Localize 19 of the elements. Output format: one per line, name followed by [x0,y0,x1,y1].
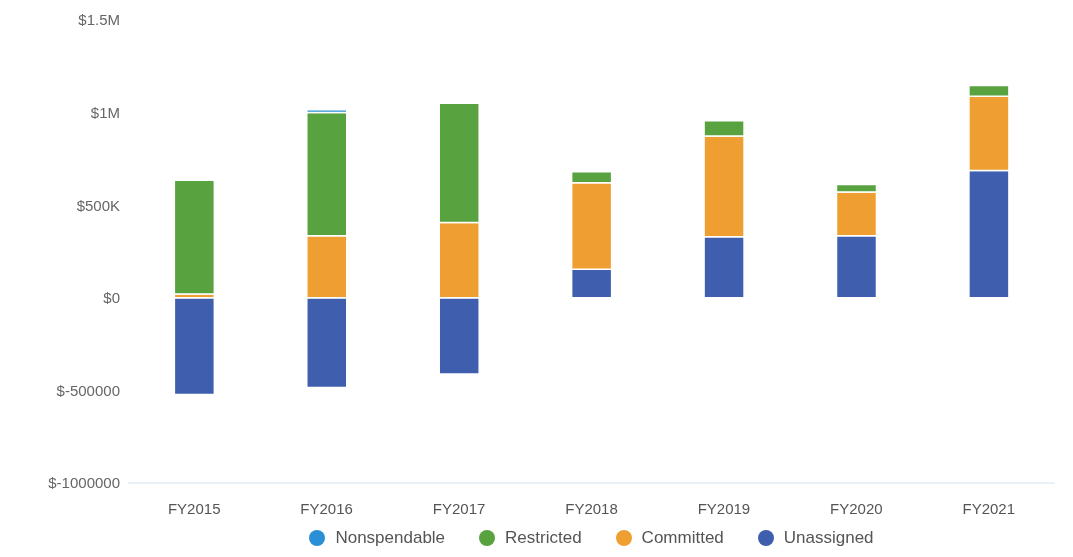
x-tick-label: FY2019 [697,499,751,517]
x-tick-label: FY2021 [962,499,1016,517]
y-tick-label: $-1000000 [48,474,120,492]
legend-label: Restricted [505,528,582,548]
bar [173,297,216,396]
legend-label: Nonspendable [335,528,446,548]
y-tick-label: $500K [76,196,120,214]
y-tick-label: $0 [103,289,120,307]
x-tick-label: FY2018 [565,499,618,517]
y-tick-label: $1.5M [78,11,120,29]
x-tick-label: FY2020 [830,499,883,517]
x-tick-label: FY2015 [167,499,221,517]
x-tick-label: FY2016 [300,499,353,517]
legend-label: Unassigned [783,528,874,548]
x-tick-label: FY2017 [432,499,486,517]
y-tick-label: $1M [90,103,120,121]
legend-label: Committed [641,528,724,548]
bar [173,179,216,295]
y-tick-label: $-500000 [56,381,120,399]
